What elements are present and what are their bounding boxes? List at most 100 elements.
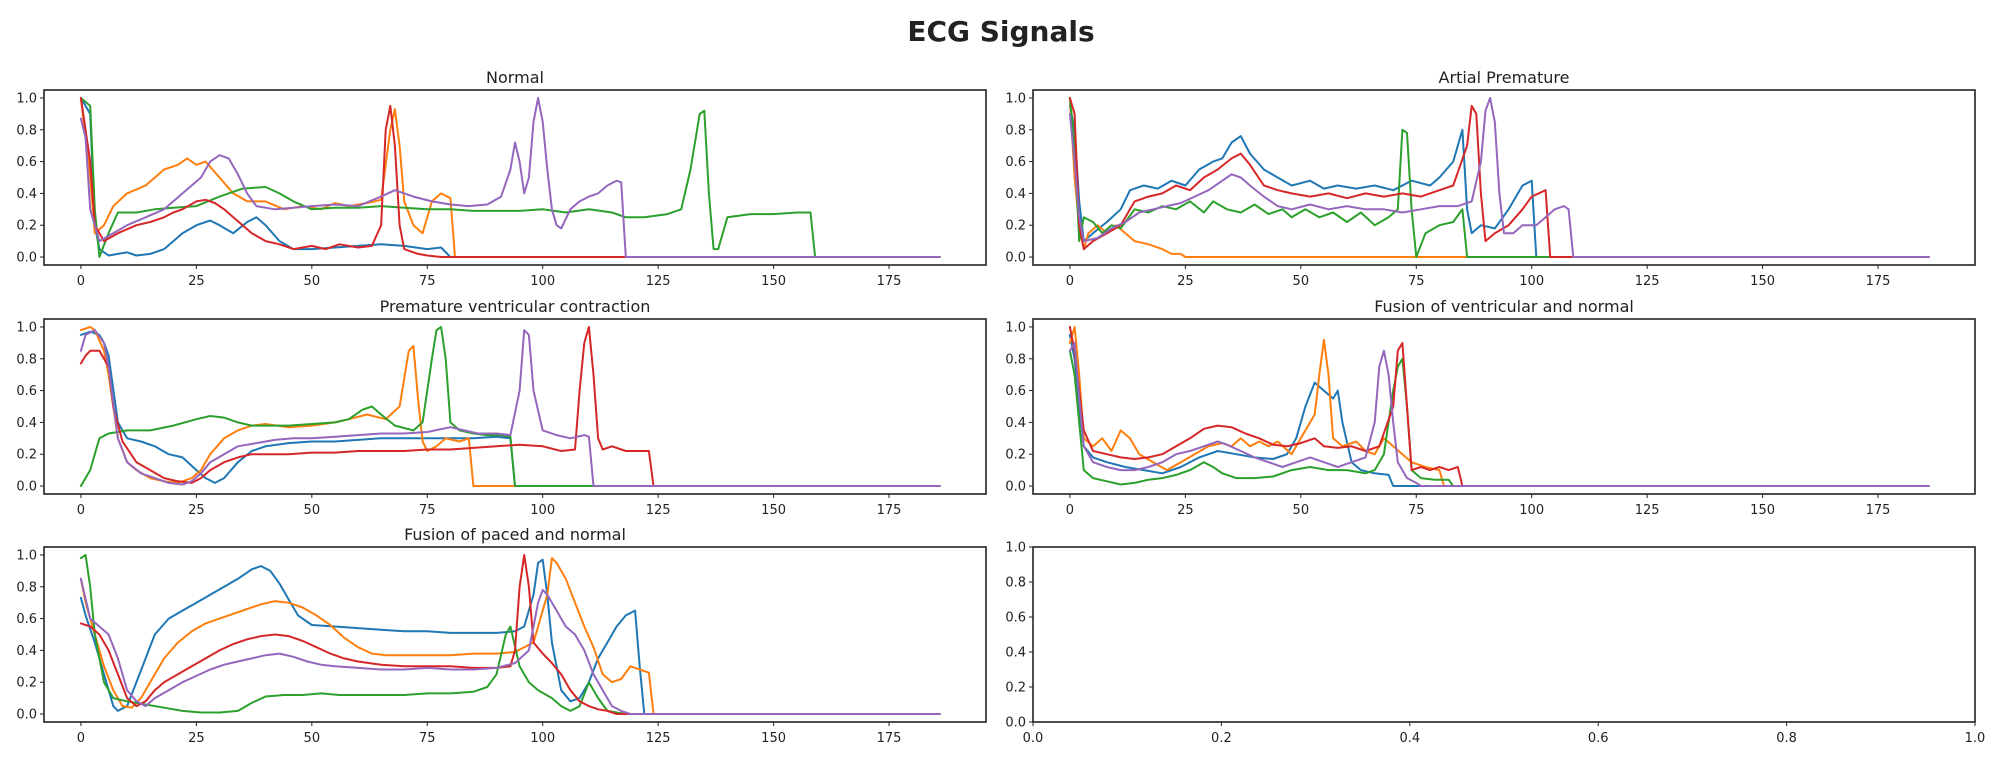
x-tick-label: 100 xyxy=(530,503,555,518)
subplot-2: Artial Premature 0 25 50 75 100 125 150 175 0.0 0.… xyxy=(1005,68,1976,289)
x-tick-label: 25 xyxy=(188,503,205,518)
series-group xyxy=(79,554,941,715)
y-tick-label: 0.4 xyxy=(16,644,37,659)
series-line-5 xyxy=(1068,341,1930,487)
x-tick-label: 0 xyxy=(77,503,85,518)
x-tick-label: 100 xyxy=(530,274,555,289)
y-tick-label: 0.6 xyxy=(16,155,37,170)
x-tick-label: 25 xyxy=(188,731,205,746)
y-tick-label: 0.6 xyxy=(1005,384,1026,399)
y-tick-label: 0.6 xyxy=(1005,611,1026,626)
axes-frame xyxy=(43,318,987,495)
x-tick-label: 25 xyxy=(1177,503,1194,518)
y-tick-label: 0.6 xyxy=(1005,155,1026,170)
x-tick-label: 50 xyxy=(304,274,321,289)
series-line-4 xyxy=(79,97,941,258)
axes-frame xyxy=(43,546,987,723)
x-tick-label: 125 xyxy=(646,274,671,289)
series-line-3 xyxy=(1068,349,1930,487)
series-line-1 xyxy=(1068,104,1930,258)
axes-frame xyxy=(1032,89,1976,266)
y-tick-label: 0.8 xyxy=(16,352,37,367)
x-tick-label: 100 xyxy=(1519,503,1544,518)
x-tick-label: 0.6 xyxy=(1588,731,1609,746)
axes-frame xyxy=(43,89,987,266)
x-tick-label: 50 xyxy=(304,731,321,746)
x-tick-label: 150 xyxy=(1750,503,1775,518)
series-line-3 xyxy=(79,97,941,258)
series-line-3 xyxy=(79,554,941,715)
subplot-title: Fusion of ventricular and normal xyxy=(1374,297,1634,316)
series-group xyxy=(1068,97,1930,258)
x-tick-label: 125 xyxy=(1635,503,1660,518)
subplot-4: Fusion of ventricular and normal 0 25 50 75 1… xyxy=(1005,297,1976,518)
series-group xyxy=(79,326,941,487)
y-tick-label: 1.0 xyxy=(16,320,37,335)
figure-title: ECG Signals xyxy=(907,15,1094,48)
x-tick-label: 175 xyxy=(877,503,902,518)
series-line-2 xyxy=(79,557,941,715)
y-tick-label: 0.8 xyxy=(16,580,37,595)
x-tick-label: 0.8 xyxy=(1776,731,1797,746)
x-tick-label: 125 xyxy=(646,503,671,518)
x-tick-label: 125 xyxy=(646,731,671,746)
y-tick-label: 0.0 xyxy=(16,480,37,495)
series-line-5 xyxy=(79,577,941,715)
y-tick-label: 0.2 xyxy=(16,448,37,463)
y-tick-label: 0.2 xyxy=(1005,448,1026,463)
x-tick-label: 100 xyxy=(1519,274,1544,289)
x-tick-label: 150 xyxy=(761,731,786,746)
subplot-title: Artial Premature xyxy=(1439,68,1570,87)
x-tick-label: 50 xyxy=(304,503,321,518)
series-line-1 xyxy=(1068,333,1930,487)
series-line-5 xyxy=(79,97,941,258)
y-tick-label: 0.0 xyxy=(1005,251,1026,266)
x-tick-label: 150 xyxy=(761,274,786,289)
x-tick-label: 1.0 xyxy=(1965,731,1986,746)
series-group xyxy=(1068,326,1930,487)
series-line-1 xyxy=(79,558,941,715)
subplot-title: Normal xyxy=(486,68,544,87)
y-tick-label: 0.2 xyxy=(1005,219,1026,234)
series-group xyxy=(79,97,941,258)
subplot-title: Fusion of paced and normal xyxy=(404,525,626,544)
x-tick-label: 0.0 xyxy=(1023,731,1044,746)
y-tick-label: 1.0 xyxy=(1005,541,1026,556)
x-tick-label: 0.2 xyxy=(1211,731,1232,746)
y-tick-label: 0.8 xyxy=(1005,352,1026,367)
x-tick-label: 50 xyxy=(1293,503,1310,518)
x-tick-label: 75 xyxy=(419,503,436,518)
x-tick-label: 150 xyxy=(1750,274,1775,289)
x-tick-label: 125 xyxy=(1635,274,1660,289)
y-tick-label: 0.4 xyxy=(16,187,37,202)
x-tick-label: 0 xyxy=(77,274,85,289)
y-tick-label: 1.0 xyxy=(1005,91,1026,106)
y-tick-label: 0.6 xyxy=(16,612,37,627)
x-tick-label: 0.4 xyxy=(1399,731,1420,746)
y-tick-label: 0.4 xyxy=(1005,416,1026,431)
x-tick-label: 0 xyxy=(77,731,85,746)
x-tick-label: 75 xyxy=(1408,503,1425,518)
y-tick-label: 0.4 xyxy=(16,416,37,431)
axes-frame xyxy=(1032,546,1976,723)
y-tick-label: 1.0 xyxy=(16,91,37,106)
series-line-2 xyxy=(1068,326,1930,487)
y-tick-label: 0.6 xyxy=(16,384,37,399)
series-line-4 xyxy=(1068,326,1930,487)
x-tick-label: 175 xyxy=(1866,274,1891,289)
x-tick-label: 0 xyxy=(1066,274,1074,289)
subplot-5: Fusion of paced and normal 0 25 50 75 100 125 1… xyxy=(16,525,987,746)
series-line-2 xyxy=(79,97,941,258)
series-line-4 xyxy=(79,554,941,715)
y-tick-label: 0.2 xyxy=(16,676,37,691)
y-tick-label: 0.8 xyxy=(1005,123,1026,138)
x-tick-label: 75 xyxy=(419,731,436,746)
y-tick-label: 0.8 xyxy=(1005,576,1026,591)
y-tick-label: 0.0 xyxy=(16,251,37,266)
x-tick-label: 75 xyxy=(419,274,436,289)
series-line-5 xyxy=(79,329,941,487)
y-tick-label: 0.0 xyxy=(16,708,37,723)
series-line-5 xyxy=(1068,97,1930,258)
y-tick-label: 0.2 xyxy=(16,219,37,234)
